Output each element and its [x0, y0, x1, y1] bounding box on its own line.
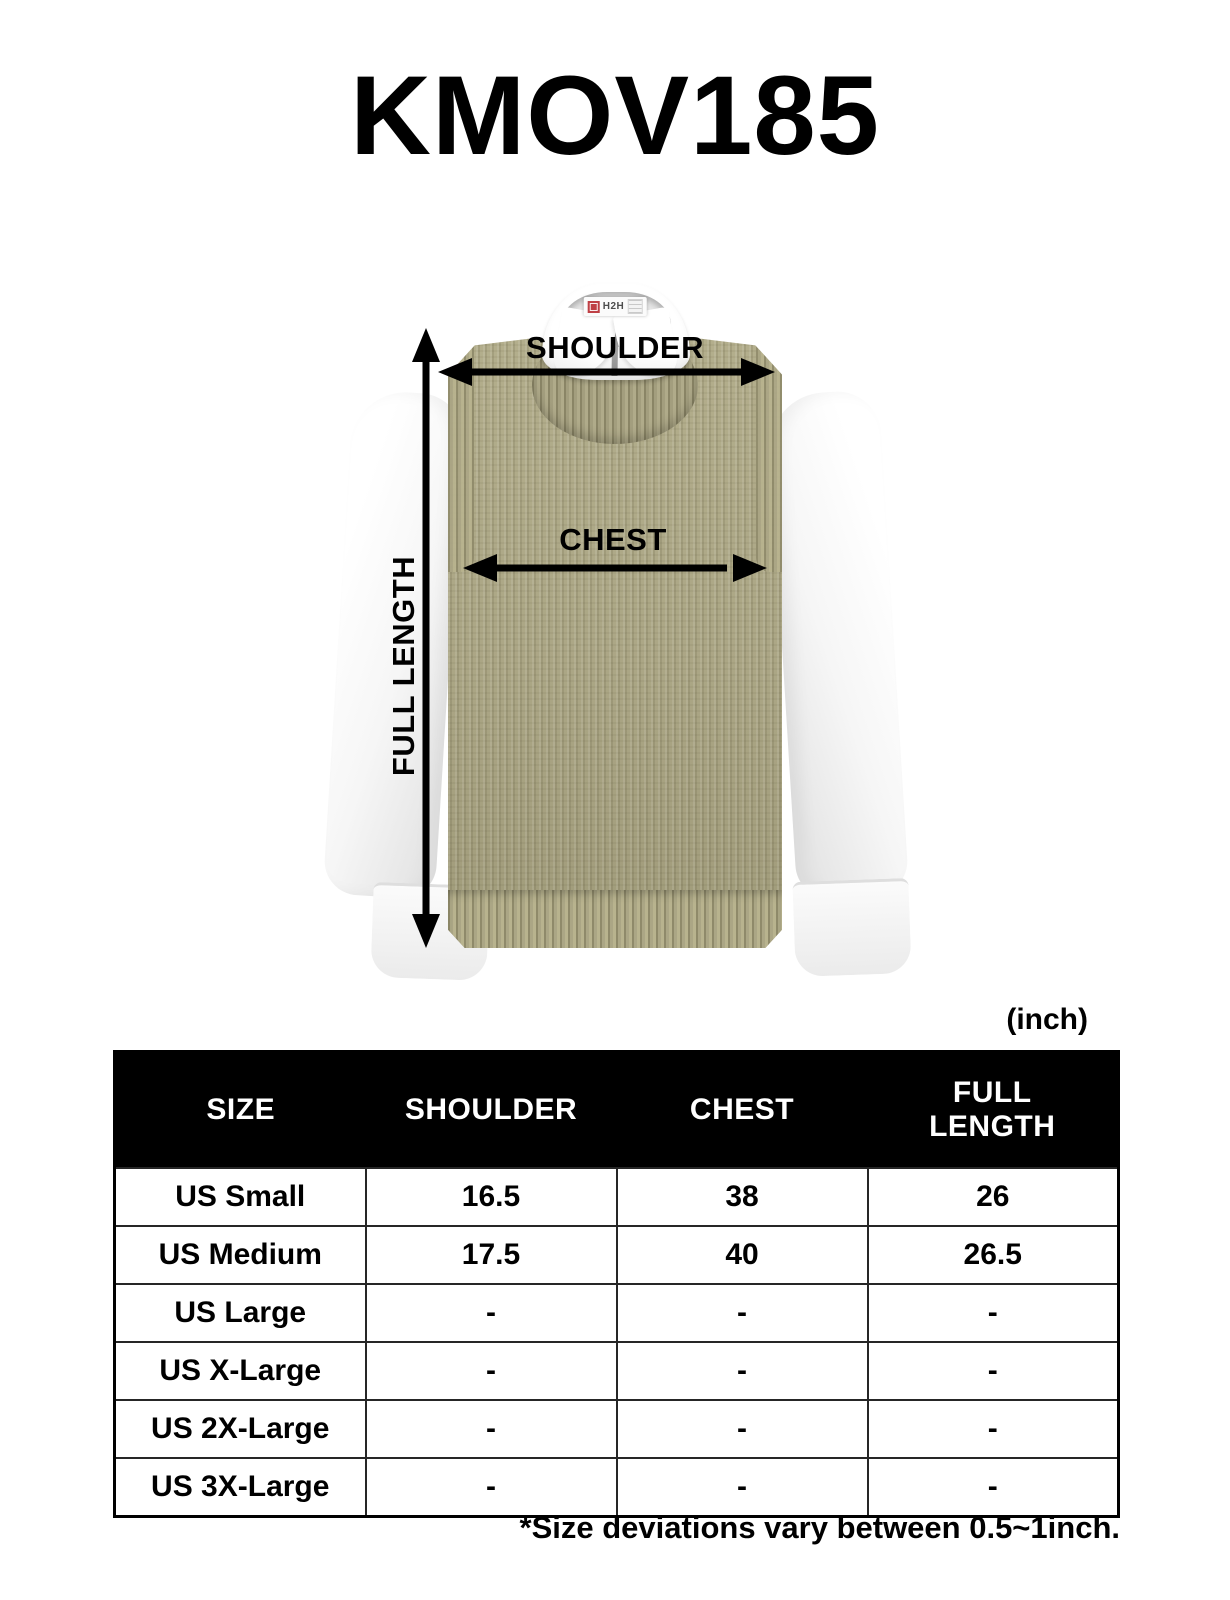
size-deviation-note: *Size deviations vary between 0.5~1inch.	[519, 1510, 1120, 1545]
col-header-chest-text: CHEST	[689, 1092, 795, 1126]
col-header-chest: CHEST	[616, 1051, 868, 1168]
shoulder-value-cell: -	[364, 1341, 618, 1401]
size-cell: US 3X-Large	[113, 1457, 367, 1518]
size-cell: US Small	[113, 1167, 367, 1227]
size-cell: US Medium	[113, 1225, 367, 1285]
full-length-measurement-label: FULL LENGTH	[386, 555, 421, 777]
shoulder-value-cell: -	[364, 1283, 618, 1343]
col-header-full-length: FULL LENGTH	[867, 1051, 1119, 1168]
full-length-value-cell: -	[866, 1283, 1120, 1343]
full-length-value-cell: -	[866, 1399, 1120, 1459]
size-row-us-large: US Large - - -	[113, 1283, 1120, 1343]
brand-name: H2H	[602, 300, 625, 312]
size-row-us-small: US Small 16.5 38 26	[113, 1167, 1120, 1227]
collar-size-tag	[627, 299, 643, 314]
full-length-value-cell: -	[866, 1341, 1120, 1401]
col-header-full-length-text: FULL LENGTH	[929, 1075, 1056, 1144]
shoulder-value-cell: 17.5	[364, 1225, 618, 1285]
size-row-us-medium: US Medium 17.5 40 26.5	[113, 1225, 1120, 1285]
col-header-shoulder-text: SHOULDER	[404, 1092, 578, 1126]
shoulder-value-cell: 16.5	[364, 1167, 618, 1227]
col-header-size: SIZE	[114, 1051, 366, 1168]
size-cell: US Large	[113, 1283, 367, 1343]
chest-value-cell: -	[615, 1283, 869, 1343]
full-length-value-cell: -	[866, 1457, 1120, 1518]
chest-value-cell: -	[615, 1399, 869, 1459]
vest-hem-rib	[448, 890, 782, 948]
shirt-cuff-right	[792, 878, 912, 977]
h2h-logo-icon	[587, 300, 600, 313]
chest-measurement-label: CHEST	[559, 522, 667, 557]
size-table-header-row: SIZE SHOULDER CHEST FULL LENGTH	[114, 1051, 1119, 1168]
size-row-us-2x-large: US 2X-Large - - -	[113, 1399, 1120, 1459]
chest-value-cell: -	[615, 1341, 869, 1401]
col-header-shoulder: SHOULDER	[365, 1051, 617, 1168]
shoulder-value-cell: -	[364, 1457, 618, 1518]
shoulder-measurement-label: SHOULDER	[526, 330, 704, 365]
chest-value-cell: -	[615, 1457, 869, 1518]
full-length-value-cell: 26.5	[866, 1225, 1120, 1285]
size-cell: US 2X-Large	[113, 1399, 367, 1459]
unit-label: (inch)	[1006, 1003, 1088, 1036]
col-header-size-text: SIZE	[206, 1092, 276, 1126]
chest-value-cell: 40	[615, 1225, 869, 1285]
size-table: SIZE SHOULDER CHEST FULL LENGTH US Small…	[113, 1050, 1120, 1518]
size-row-us-x-large: US X-Large - - -	[113, 1341, 1120, 1401]
collar-brand-label: H2H	[583, 297, 647, 316]
product-code-title: KMOV185	[350, 53, 880, 178]
shoulder-value-cell: -	[364, 1399, 618, 1459]
chest-value-cell: 38	[615, 1167, 869, 1227]
size-cell: US X-Large	[113, 1341, 367, 1401]
shirt-sleeve-right	[766, 389, 910, 900]
size-row-us-3x-large: US 3X-Large - - -	[113, 1457, 1120, 1518]
full-length-value-cell: 26	[866, 1167, 1120, 1227]
